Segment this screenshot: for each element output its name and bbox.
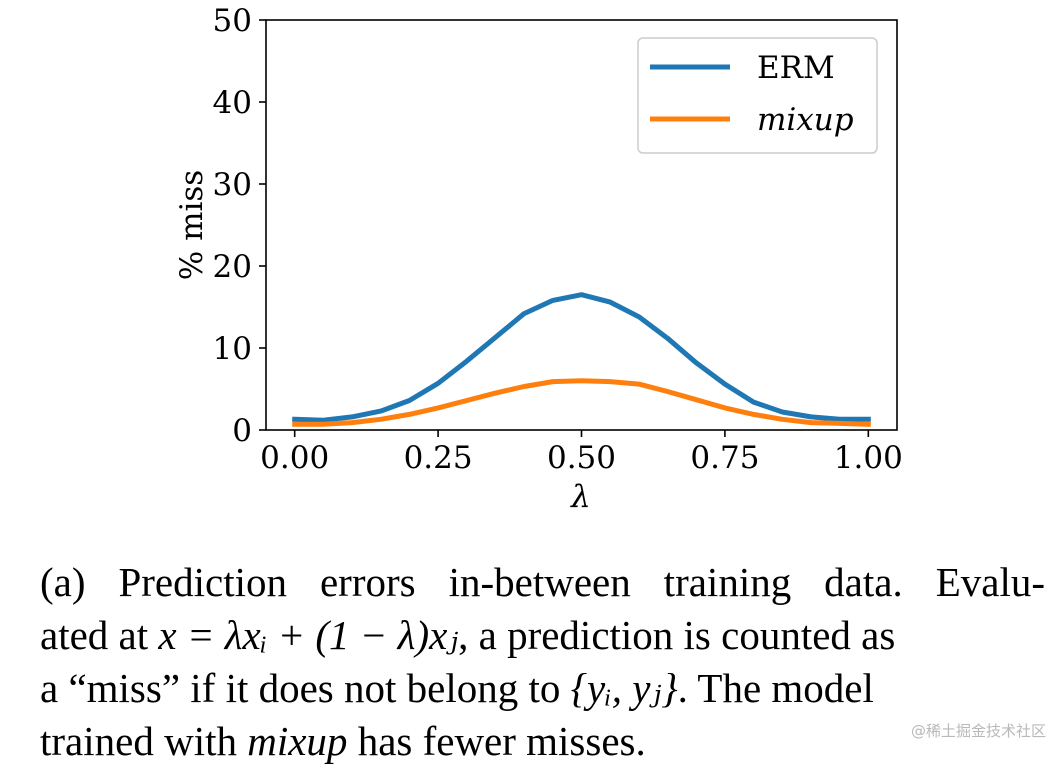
- caption-text: has fewer misses.: [347, 718, 646, 764]
- caption-line-2: ated at x = λxᵢ + (1 − λ)xⱼ, a predictio…: [40, 609, 1045, 662]
- caption-equation: x = λxᵢ + (1 − λ)xⱼ: [158, 612, 459, 658]
- caption-emphasis: mixup: [247, 718, 348, 764]
- y-tick-label: 30: [213, 167, 252, 203]
- y-tick-label: 0: [232, 413, 252, 449]
- caption-label-set: {yᵢ, yⱼ}: [570, 665, 678, 711]
- y-tick-label: 40: [213, 85, 252, 121]
- legend-label-mixup: mixup: [757, 102, 854, 138]
- x-axis-ticks: 0.00 0.25 0.50 0.75 1.00: [260, 430, 903, 476]
- caption-line-4: trained with mixup has fewer misses.: [40, 715, 1045, 768]
- y-axis-ticks: 0 10 20 30 40 50: [213, 3, 266, 449]
- figure-caption: (a) Prediction errors in-between trainin…: [40, 556, 1045, 768]
- caption-line-1: (a) Prediction errors in-between trainin…: [40, 559, 1045, 605]
- caption-line-3: a “miss” if it does not belong to {yᵢ, y…: [40, 662, 1045, 715]
- x-tick-label: 0.75: [690, 440, 759, 476]
- y-tick-label: 50: [213, 3, 252, 39]
- caption-text: . The model: [677, 665, 874, 711]
- x-tick-label: 0.25: [404, 440, 473, 476]
- y-axis-label: % miss: [174, 170, 210, 280]
- series-lines: [292, 292, 871, 427]
- y-tick-label: 20: [213, 249, 252, 285]
- chart-figure: 0 10 20 30 40 50 0.00 0.25 0.50 0.75 1.00 λ % mis…: [174, 3, 903, 515]
- watermark: @稀土掘金技术社区: [910, 722, 1046, 740]
- legend-label-erm: ERM: [757, 50, 835, 86]
- y-tick-label: 10: [213, 331, 252, 367]
- caption-text: , a prediction is counted as: [458, 612, 896, 658]
- caption-text: ated at: [40, 612, 159, 658]
- x-tick-label: 0.00: [260, 440, 329, 476]
- series-line-erm: [292, 292, 871, 423]
- series-line-mixup: [292, 378, 871, 427]
- caption-text: trained with: [40, 718, 248, 764]
- x-axis-label: λ: [569, 479, 591, 515]
- legend: ERM mixup: [637, 37, 878, 154]
- x-tick-label: 0.50: [547, 440, 616, 476]
- caption-text: a “miss” if it does not belong to: [40, 665, 571, 711]
- x-tick-label: 1.00: [834, 440, 903, 476]
